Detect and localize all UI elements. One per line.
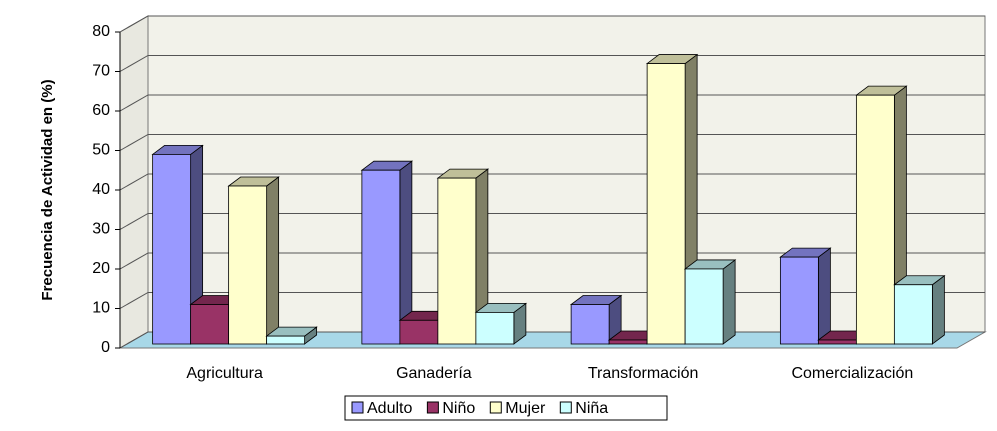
grid-line [119,134,985,151]
bar [475,311,515,345]
y-tick-label: 50 [92,142,110,159]
grid-line [119,173,985,191]
y-tick-label: 20 [92,260,110,277]
grid-line [119,15,985,33]
y-tick-label: 40 [92,181,110,198]
x-tick-label: Ganadería [396,365,472,382]
bar [152,153,192,345]
y-axis-label: Frecuencia de Actividad en (%) [39,79,56,300]
legend-swatch [426,401,439,414]
bar-side [931,274,945,345]
bar [817,339,857,345]
x-tick-label: Transformación [588,365,699,382]
bar [684,268,724,345]
legend-label: Niña [575,400,608,417]
y-tick-label: 70 [92,63,110,80]
grid-line [119,94,985,112]
y-tick-label: 80 [92,23,110,40]
x-tick-label: Comercialización [791,365,913,382]
x-tick-label: Agricultura [186,365,263,382]
y-tick-label: 0 [101,339,110,356]
legend-label: Mujer [505,400,546,417]
bar [608,339,648,345]
bar [570,304,610,345]
legend-label: Adulto [367,400,412,417]
bar [266,335,306,345]
bar [190,304,230,345]
bar-side [722,259,736,345]
legend-swatch [559,401,572,414]
bar [646,63,686,345]
legend-swatch [351,401,364,414]
y-tick-label: 30 [92,221,110,238]
bar [228,185,268,345]
y-tick-label: 10 [92,300,110,317]
grid-line [119,252,985,270]
bar [399,319,439,345]
bar-side [817,247,831,345]
grid-line [119,213,985,230]
bar [855,94,895,345]
bar [437,177,477,345]
bar [779,256,819,345]
bar-side [266,176,280,345]
bar [893,284,933,345]
legend-swatch [489,401,502,414]
legend-box [344,395,668,421]
bar [361,169,401,345]
y-tick-label: 60 [92,102,110,119]
grid-line [119,55,985,72]
legend-label: Niño [442,400,475,417]
